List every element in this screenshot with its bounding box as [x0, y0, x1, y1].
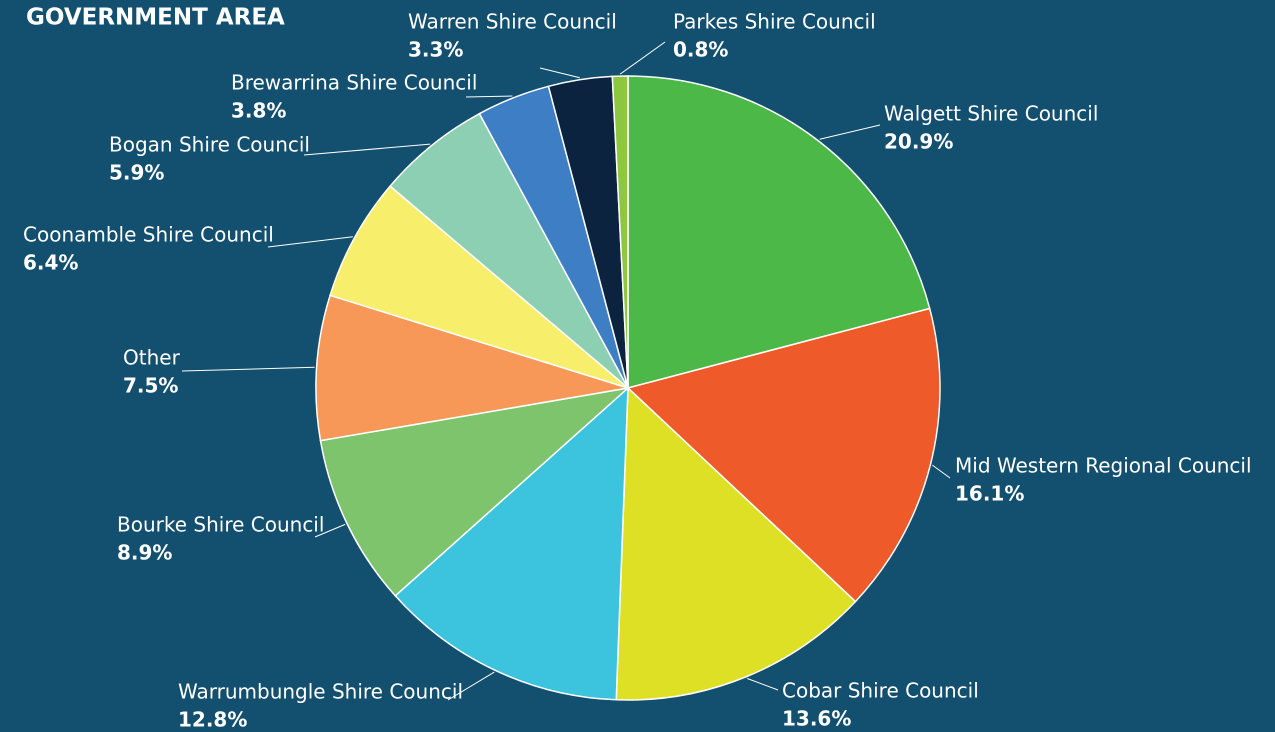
slice-label: Parkes Shire Council: [673, 10, 876, 34]
slice-label: Bogan Shire Council: [109, 133, 310, 157]
leader-line: [267, 236, 353, 248]
slice-label: Mid Western Regional Council: [955, 454, 1252, 478]
slice-label: Bourke Shire Council: [117, 513, 324, 537]
pie-slice: [394, 386, 629, 701]
leader-line: [447, 671, 495, 701]
slice-label: Other: [123, 346, 181, 370]
leader-line: [465, 95, 513, 98]
chart-title: GOVERNMENT AREA: [26, 5, 285, 31]
leader-line: [314, 523, 346, 538]
value-label: 7.5%: [123, 374, 178, 398]
value-label: 12.8%: [178, 708, 247, 732]
value-label: 8.9%: [117, 541, 172, 565]
value-label: 3.8%: [231, 99, 286, 123]
leader-line: [932, 464, 951, 479]
leader-line: [619, 41, 666, 75]
slice-label: Coonamble Shire Council: [23, 223, 274, 247]
value-label: 13.6%: [782, 707, 851, 731]
pie-slice: [315, 294, 629, 442]
value-label: 20.9%: [884, 130, 953, 154]
value-label: 0.8%: [673, 38, 728, 62]
pie-slice: [627, 75, 931, 389]
leader-line: [539, 67, 580, 79]
leader-line: [747, 678, 779, 691]
value-label: 16.1%: [955, 482, 1024, 506]
slice-label: Warren Shire Council: [408, 10, 617, 34]
value-label: 6.4%: [23, 251, 78, 275]
leader-line: [819, 124, 881, 140]
value-label: 5.9%: [109, 161, 164, 185]
leader-line: [181, 366, 315, 372]
slice-label: Cobar Shire Council: [782, 679, 979, 703]
leader-line: [303, 143, 431, 156]
slice-label: Walgett Shire Council: [884, 102, 1098, 126]
slice-label: Brewarrina Shire Council: [231, 71, 477, 95]
pie-slice: [615, 386, 857, 701]
value-label: 3.3%: [408, 38, 463, 62]
pie-slice: [611, 75, 629, 389]
pie-slice: [626, 307, 941, 603]
pie-slice: [319, 386, 631, 597]
pie-slice: [329, 185, 629, 389]
slice-label: Warrumbungle Shire Council: [178, 680, 463, 704]
